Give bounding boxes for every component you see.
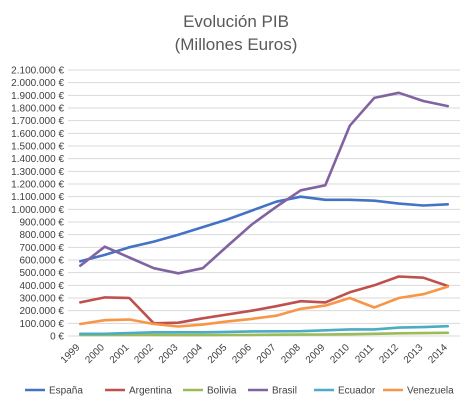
series-line-venezuela [79, 285, 450, 328]
x-tick-label: 2014 [426, 342, 450, 366]
y-tick-label: 900.000 € [20, 218, 65, 229]
y-tick-label: 1.800.000 € [11, 104, 64, 115]
legend-label: Brasil [272, 386, 297, 397]
legend-item-venezuela: Venezuela [383, 386, 454, 397]
x-tick-label: 2009 [304, 342, 328, 366]
series-line-ecuador [79, 324, 450, 336]
y-tick-label: 0 € [50, 332, 64, 343]
y-tick-label: 200.000 € [20, 306, 65, 317]
chart-subtitle: (Millones Euros) [175, 35, 298, 54]
y-tick-label: 1.900.000 € [11, 91, 64, 102]
y-tick-label: 1.000.000 € [11, 205, 64, 216]
legend-label: Bolivia [207, 386, 237, 397]
x-tick-label: 2005 [206, 342, 230, 366]
legend-label: Ecuador [338, 386, 376, 397]
y-tick-label: 400.000 € [20, 281, 65, 292]
x-tick-label: 2000 [83, 342, 107, 366]
x-tick-label: 2002 [132, 342, 156, 366]
series-line-argentina [79, 275, 450, 325]
x-tick-label: 2004 [181, 342, 205, 366]
y-tick-label: 800.000 € [20, 230, 65, 241]
series-line-bolivia [79, 331, 450, 337]
legend-label: España [49, 386, 83, 397]
series-line-espana [79, 195, 450, 263]
legend-item-ecuador: Ecuador [314, 386, 376, 397]
legend-label: Argentina [129, 386, 172, 397]
y-tick-label: 2.100.000 € [11, 66, 64, 77]
x-tick-label: 2011 [353, 342, 376, 365]
x-tick-label: 2013 [402, 342, 426, 366]
legend: España Argentina Bolivia Brasil Ecuador Venez… [25, 386, 454, 397]
x-axis-tick-labels: 1999 2000 2001 2002 2003 2004 2005 2006 2007 2008… [59, 342, 450, 366]
series-lines [79, 91, 450, 337]
x-tick-label: 2010 [328, 342, 352, 366]
legend-label: Venezuela [407, 386, 454, 397]
y-axis-tick-labels: 0 € 100.000 € 200.000 €300.000 € 400.000 € 5… [11, 66, 64, 343]
y-tick-label: 700.000 € [20, 243, 65, 254]
y-tick-label: 100.000 € [20, 319, 65, 330]
y-tick-label: 300.000 € [20, 294, 65, 305]
y-tick-label: 2.000.000 € [11, 78, 64, 89]
y-tick-label: 1.300.000 € [11, 167, 64, 178]
y-tick-label: 1.100.000 € [11, 192, 64, 203]
legend-item-argentina: Argentina [105, 386, 172, 397]
x-tick-label: 2008 [279, 342, 303, 366]
legend-item-bolivia: Bolivia [183, 386, 237, 397]
gridlines [68, 69, 460, 337]
y-tick-label: 1.200.000 € [11, 180, 64, 191]
y-tick-label: 1.400.000 € [11, 154, 64, 165]
x-tick-label: 2001 [108, 342, 132, 366]
y-tick-label: 1.500.000 € [11, 142, 64, 153]
x-tick-label: 2012 [377, 342, 401, 366]
chart-title: Evolución PIB [183, 12, 289, 31]
y-tick-label: 1.600.000 € [11, 129, 64, 140]
legend-item-brasil: Brasil [248, 386, 297, 397]
x-tick-label: 2007 [255, 342, 279, 366]
legend-item-espana: España [25, 386, 83, 397]
x-tick-label: 2006 [230, 342, 254, 366]
y-tick-label: 1.700.000 € [11, 116, 64, 127]
y-tick-label: 500.000 € [20, 268, 65, 279]
y-tick-label: 600.000 € [20, 256, 65, 267]
x-tick-label: 1999 [59, 342, 83, 366]
series-line-brasil [79, 91, 450, 275]
x-tick-label: 2003 [157, 342, 181, 366]
